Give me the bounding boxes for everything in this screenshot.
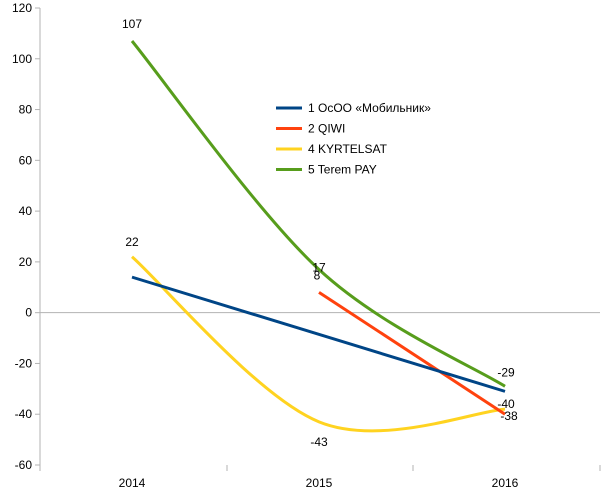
data-label: -29 [497, 365, 515, 379]
y-tick-label: -40 [15, 407, 33, 421]
series-line-1 [131, 275, 506, 393]
data-label: 107 [122, 17, 142, 31]
series-line-4 [130, 40, 506, 388]
y-tick-label: 60 [19, 153, 33, 167]
y-tick-label: 20 [19, 255, 33, 269]
legend-label: 1 ОсОО «Мобильник» [308, 101, 431, 115]
data-label: 8 [314, 268, 321, 282]
series-line-2 [318, 291, 506, 416]
labels-layer: 8 -40 22 -43 -38 107 17 -29 [122, 17, 518, 449]
y-tick-label: 80 [19, 103, 33, 117]
y-tick-label: -20 [15, 356, 33, 370]
x-tick-label: 2014 [119, 476, 146, 490]
y-tick-label: 120 [12, 1, 32, 15]
x-tick-label: 2015 [306, 476, 333, 490]
y-tick-label: -60 [15, 458, 33, 472]
data-label: 22 [125, 235, 139, 249]
series-layer [130, 40, 506, 433]
y-tick-label: 0 [25, 306, 32, 320]
legend-label: 2 QIWI [308, 122, 345, 136]
x-tick-label: 2016 [492, 476, 519, 490]
legend: 1 ОсОО «Мобильник» 2 QIWI 4 KYRTELSAT 5 Ter… [276, 101, 431, 177]
y-tick-label: 100 [12, 52, 32, 66]
data-label: 17 [312, 261, 326, 275]
data-label: -38 [500, 409, 518, 423]
series-line-3 [131, 255, 506, 433]
legend-label: 5 Terem PAY [308, 163, 377, 177]
axes-layer: 120 100 80 60 40 20 0 -20 -40 -60 2014 2015 2016 [12, 1, 601, 490]
data-label: -40 [497, 397, 515, 411]
legend-label: 4 KYRTELSAT [308, 142, 388, 156]
data-label: -43 [310, 435, 328, 449]
y-tick-label: 40 [19, 204, 33, 218]
